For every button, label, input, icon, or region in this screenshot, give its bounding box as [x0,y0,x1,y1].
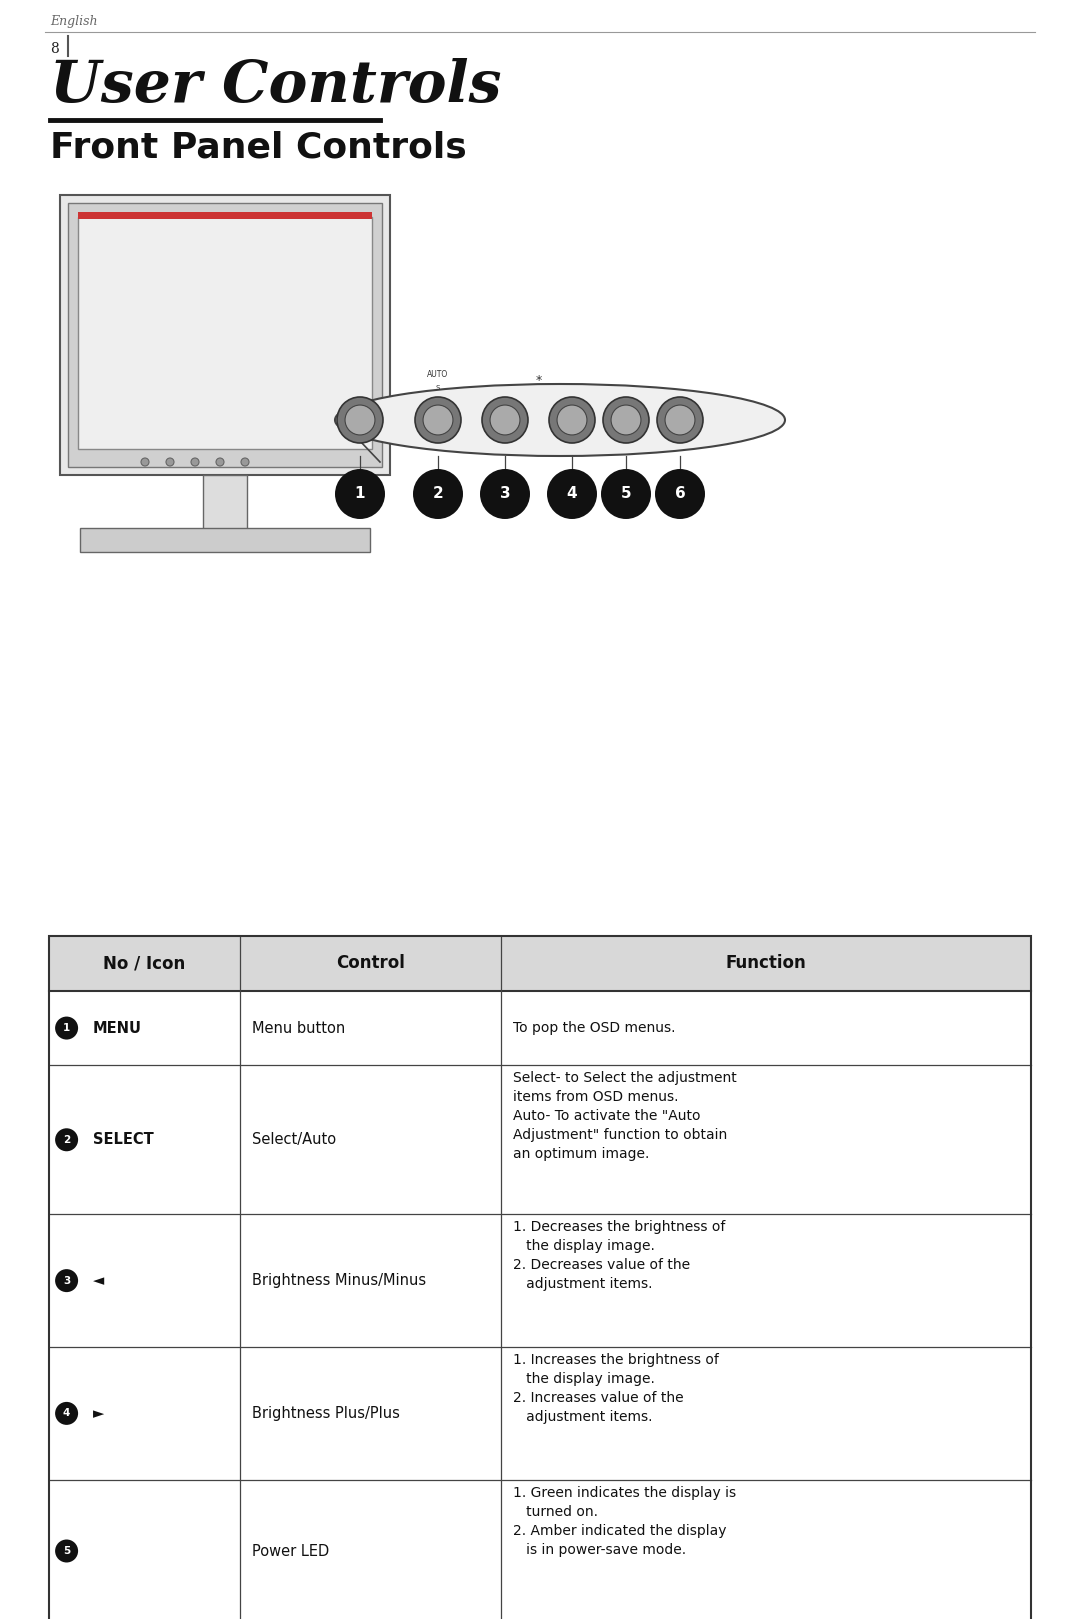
Circle shape [657,397,703,444]
Circle shape [55,1269,78,1292]
Circle shape [423,405,453,436]
Text: Brightness Plus/Plus: Brightness Plus/Plus [253,1405,400,1421]
Circle shape [241,458,249,466]
Text: 1. Decreases the brightness of
   the display image.
2. Decreases value of the
 : 1. Decreases the brightness of the displ… [513,1221,725,1290]
Text: AUTO: AUTO [428,371,448,379]
Circle shape [603,397,649,444]
Circle shape [480,470,530,520]
Circle shape [665,405,694,436]
Text: 1: 1 [354,486,365,502]
Text: No / Icon: No / Icon [104,954,186,973]
Circle shape [600,470,651,520]
Circle shape [546,470,597,520]
Text: Select- to Select the adjustment
items from OSD menus.
Auto- To activate the "Au: Select- to Select the adjustment items f… [513,1072,737,1161]
Circle shape [611,405,640,436]
Text: 1. Green indicates the display is
   turned on.
2. Amber indicated the display
 : 1. Green indicates the display is turned… [513,1486,735,1556]
Circle shape [482,397,528,444]
Text: ►: ► [93,1405,104,1421]
Circle shape [490,405,519,436]
FancyBboxPatch shape [60,194,390,474]
Text: Power LED: Power LED [253,1543,329,1559]
Text: English: English [50,15,97,28]
FancyBboxPatch shape [203,474,247,529]
Text: 5: 5 [621,486,632,502]
Circle shape [55,1540,78,1562]
Circle shape [55,1402,78,1425]
Circle shape [654,470,705,520]
Text: 3: 3 [500,486,511,502]
Circle shape [345,405,375,436]
Text: SELECT: SELECT [93,1132,153,1148]
Text: ◄: ◄ [93,1273,104,1289]
Circle shape [216,458,224,466]
Text: 6: 6 [675,486,686,502]
FancyBboxPatch shape [68,202,382,466]
Circle shape [191,458,199,466]
Circle shape [166,458,174,466]
Circle shape [557,405,586,436]
Circle shape [55,1017,78,1039]
Text: Control: Control [336,954,405,973]
Text: MENU: MENU [93,1020,141,1036]
Bar [49,936,1031,991]
Circle shape [55,1128,78,1151]
Text: To pop the OSD menus.: To pop the OSD menus. [513,1022,675,1035]
Text: Function: Function [726,954,807,973]
Circle shape [141,458,149,466]
Circle shape [549,397,595,444]
FancyBboxPatch shape [80,528,370,552]
FancyBboxPatch shape [78,212,372,219]
Text: 4: 4 [63,1409,70,1418]
Circle shape [415,397,461,444]
Text: 2: 2 [433,486,444,502]
Text: User Controls: User Controls [50,58,501,115]
Circle shape [337,397,383,444]
FancyBboxPatch shape [78,217,372,448]
Text: *: * [536,374,542,387]
Text: 2: 2 [63,1135,70,1145]
Text: Menu button: Menu button [253,1020,346,1036]
Bar [49,936,1031,1619]
Text: Front Panel Controls: Front Panel Controls [50,130,467,164]
Ellipse shape [335,384,785,457]
Text: S: S [436,385,441,392]
Text: 3: 3 [63,1276,70,1285]
Text: 4: 4 [567,486,578,502]
Text: 1: 1 [63,1023,70,1033]
Text: Brightness Minus/Minus: Brightness Minus/Minus [253,1273,427,1289]
Circle shape [413,470,463,520]
Text: 5: 5 [63,1546,70,1556]
Circle shape [335,470,384,520]
Text: Select/Auto: Select/Auto [253,1132,336,1148]
Text: 8: 8 [50,42,58,57]
Text: 1. Increases the brightness of
   the display image.
2. Increases value of the
 : 1. Increases the brightness of the displ… [513,1353,718,1423]
